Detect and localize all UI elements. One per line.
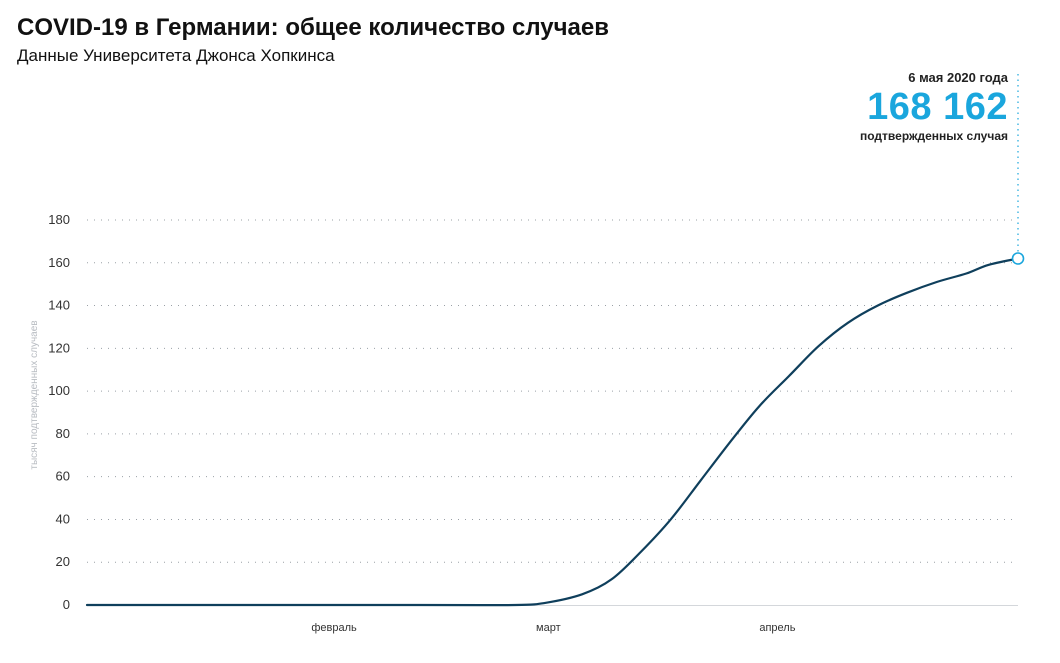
x-axis-ticks: февраль март апрель xyxy=(311,622,795,634)
end-point-marker xyxy=(1011,252,1025,265)
x-tick-label: март xyxy=(536,622,561,634)
series-line xyxy=(85,257,1020,607)
x-tick-label: февраль xyxy=(311,622,357,634)
y-tick-label: 180 xyxy=(48,212,70,227)
y-axis-label: тысяч подтвержденных случаев xyxy=(29,320,40,469)
y-tick-label: 40 xyxy=(56,511,70,526)
y-tick-label: 20 xyxy=(56,554,70,569)
callout-caption: подтвержденных случая xyxy=(860,129,1008,143)
chart-subtitle: Данные Университета Джонса Хопкинса xyxy=(17,46,335,65)
y-tick-label: 80 xyxy=(56,426,70,441)
grid-lines xyxy=(87,219,1018,563)
y-tick-label: 120 xyxy=(48,340,70,355)
latest-value-callout: 6 мая 2020 года 168 162 подтвержденных с… xyxy=(860,70,1008,143)
y-tick-label: 140 xyxy=(48,298,70,313)
chart-title: COVID-19 в Германии: общее количество сл… xyxy=(17,14,610,41)
y-tick-label: 0 xyxy=(63,597,70,612)
callout-value: 168 162 xyxy=(867,86,1008,128)
y-tick-label: 100 xyxy=(48,383,70,398)
y-tick-label: 60 xyxy=(56,469,70,484)
callout-date: 6 мая 2020 года xyxy=(908,70,1008,85)
y-axis-ticks: 0 20 40 60 80 100 120 140 160 180 xyxy=(48,212,70,612)
y-tick-label: 160 xyxy=(48,255,70,270)
x-tick-label: апрель xyxy=(759,622,795,634)
